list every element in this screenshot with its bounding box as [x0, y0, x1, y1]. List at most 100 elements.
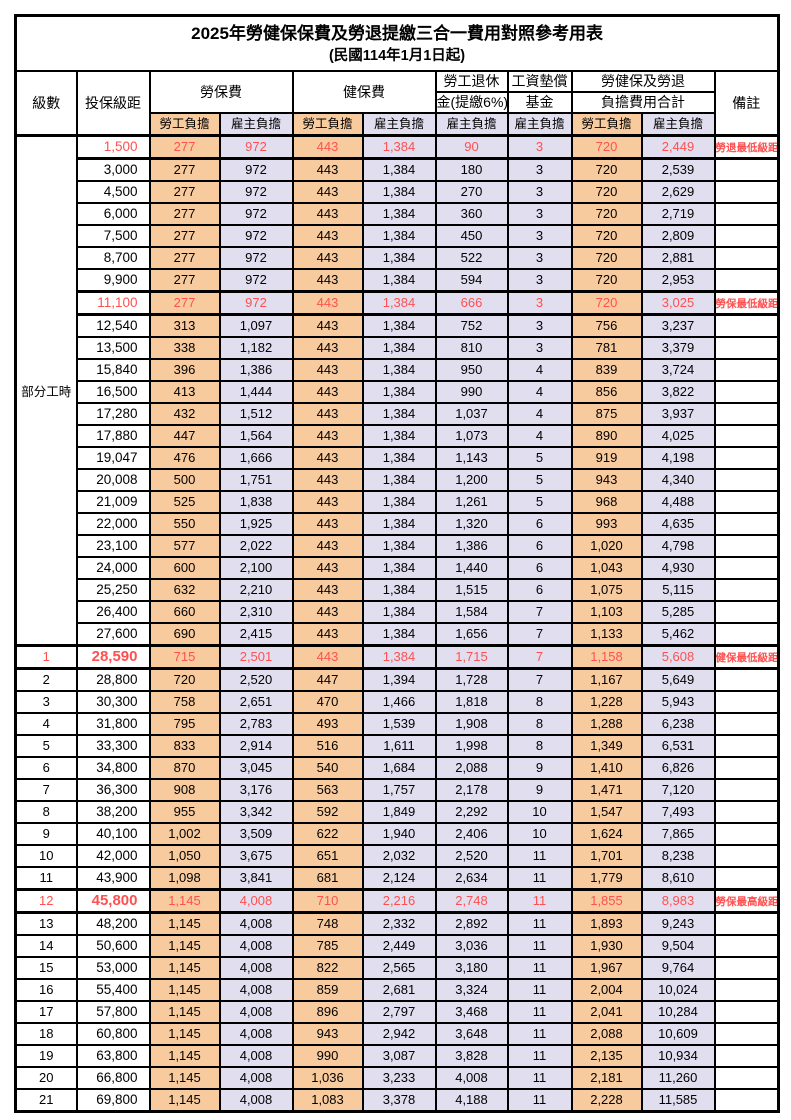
value-cell: 1,167: [570, 667, 643, 692]
remark-cell: 勞保最低級距: [713, 290, 780, 316]
value-cell: 5: [506, 468, 573, 492]
value-cell: 2,809: [640, 224, 716, 248]
remark-cell: [713, 600, 780, 624]
value-cell: 180: [434, 157, 509, 182]
header-row-3: 勞工負擔 雇主負擔 勞工負擔 雇主負擔 雇主負擔 雇主負擔 勞工負擔 雇主負擔: [16, 112, 779, 137]
value-cell: 1,967: [570, 956, 643, 980]
value-cell: 470: [291, 690, 364, 714]
value-cell: 1,384: [361, 157, 437, 182]
bracket-cell: 8,700: [75, 246, 151, 270]
value-cell: 972: [218, 268, 294, 293]
value-cell: 1,036: [291, 1066, 364, 1090]
value-cell: 6: [506, 578, 573, 602]
remark-cell: [713, 202, 780, 226]
value-cell: 972: [218, 157, 294, 182]
value-cell: 10: [506, 800, 573, 824]
value-cell: 11: [506, 1066, 573, 1090]
level-cell: 4: [14, 712, 78, 736]
remark-cell: [713, 1066, 780, 1090]
bracket-cell: 13,500: [75, 336, 151, 360]
value-cell: 1,925: [218, 512, 294, 536]
value-cell: 1,624: [570, 822, 643, 846]
value-cell: 443: [291, 578, 364, 602]
value-cell: 1,145: [148, 956, 221, 980]
value-cell: 11: [506, 1088, 573, 1113]
table-row: 15 53,000 1,145 4,008 822 2,565 3,180 11 1,967 9,…: [14, 956, 780, 980]
value-cell: 943: [570, 468, 643, 492]
value-cell: 3,176: [218, 778, 294, 802]
table-row: 10 42,000 1,050 3,675 651 2,032 2,520 11 1,701 8,…: [14, 844, 780, 868]
value-cell: 1,384: [361, 578, 437, 602]
value-cell: 4,488: [640, 490, 716, 514]
value-cell: 2,124: [361, 866, 437, 891]
value-cell: 2,748: [434, 888, 509, 914]
value-cell: 5,462: [640, 622, 716, 647]
value-cell: 1,715: [434, 644, 509, 670]
value-cell: 443: [291, 358, 364, 382]
value-cell: 3,822: [640, 380, 716, 404]
remark-cell: [713, 956, 780, 980]
bracket-cell: 34,800: [75, 756, 151, 780]
value-cell: 1,684: [361, 756, 437, 780]
level-cell: 14: [14, 934, 78, 958]
value-cell: 277: [148, 290, 221, 316]
subheader-health-worker: 勞工負擔: [291, 112, 364, 137]
value-cell: 5: [506, 490, 573, 514]
value-cell: 443: [291, 224, 364, 248]
value-cell: 955: [148, 800, 221, 824]
col-header-health-insurance: 健保費: [291, 70, 437, 114]
value-cell: 447: [291, 667, 364, 692]
bracket-cell: 15,840: [75, 358, 151, 382]
value-cell: 2,953: [640, 268, 716, 293]
bracket-cell: 22,000: [75, 512, 151, 536]
value-cell: 4,025: [640, 424, 716, 448]
bracket-cell: 28,590: [75, 644, 151, 670]
table-row: 16,500 413 1,444 443 1,384 990 4 856 3,822: [16, 380, 780, 404]
value-cell: 756: [570, 313, 643, 338]
value-cell: 1,444: [218, 380, 294, 404]
value-cell: 785: [291, 934, 364, 958]
value-cell: 525: [148, 490, 221, 514]
value-cell: 1,200: [434, 468, 509, 492]
value-cell: 443: [291, 157, 364, 182]
value-cell: 4,798: [640, 534, 716, 558]
value-cell: 7,865: [640, 822, 716, 846]
table-row: 17 57,800 1,145 4,008 896 2,797 3,468 11 2,041 10…: [14, 1000, 780, 1024]
bracket-cell: 57,800: [75, 1000, 151, 1024]
table-row: 19 63,800 1,145 4,008 990 3,087 3,828 11 2,135 10…: [14, 1044, 780, 1068]
value-cell: 3,828: [434, 1044, 509, 1068]
table-row: 19,047 476 1,666 443 1,384 1,143 5 919 4,198: [16, 446, 780, 470]
title-row: 2025年勞健保保費及勞退提繳三合一費用對照參考用表 (民國114年1月1日起): [14, 14, 780, 72]
value-cell: 443: [291, 134, 364, 160]
remark-cell: [713, 380, 780, 404]
value-cell: 1,075: [570, 578, 643, 602]
table-body: 部分工時 1,500 277 972 443 1,384 90 3 720 2,449 勞退最低級距…: [14, 134, 780, 1113]
value-cell: 4,340: [640, 468, 716, 492]
value-cell: 1,043: [570, 556, 643, 580]
value-cell: 2,022: [218, 534, 294, 558]
level-cell: 17: [14, 1000, 78, 1024]
value-cell: 1,818: [434, 690, 509, 714]
subheader-total-worker: 勞工負擔: [570, 112, 643, 137]
remark-cell: [713, 712, 780, 736]
value-cell: 1,728: [434, 667, 509, 692]
header-row-1: 級數 投保級距 勞保費 健保費 勞工退休 工資墊償 勞健保及勞退 備註: [14, 70, 780, 137]
value-cell: 1,145: [148, 1022, 221, 1046]
value-cell: 1,384: [361, 424, 437, 448]
value-cell: 11: [506, 956, 573, 980]
value-cell: 3,724: [640, 358, 716, 382]
bracket-cell: 48,200: [75, 911, 151, 936]
value-cell: 972: [218, 202, 294, 226]
value-cell: 6: [506, 556, 573, 580]
value-cell: 313: [148, 313, 221, 338]
value-cell: 660: [148, 600, 221, 624]
value-cell: 833: [148, 734, 221, 758]
bracket-cell: 17,280: [75, 402, 151, 426]
table-row: 15,840 396 1,386 443 1,384 950 4 839 3,724: [16, 358, 780, 382]
table-row: 16 55,400 1,145 4,008 859 2,681 3,324 11 2,004 10…: [14, 978, 780, 1002]
remark-cell: [713, 556, 780, 580]
value-cell: 1,998: [434, 734, 509, 758]
value-cell: 10,934: [640, 1044, 716, 1068]
value-cell: 1,384: [361, 246, 437, 270]
value-cell: 3,342: [218, 800, 294, 824]
